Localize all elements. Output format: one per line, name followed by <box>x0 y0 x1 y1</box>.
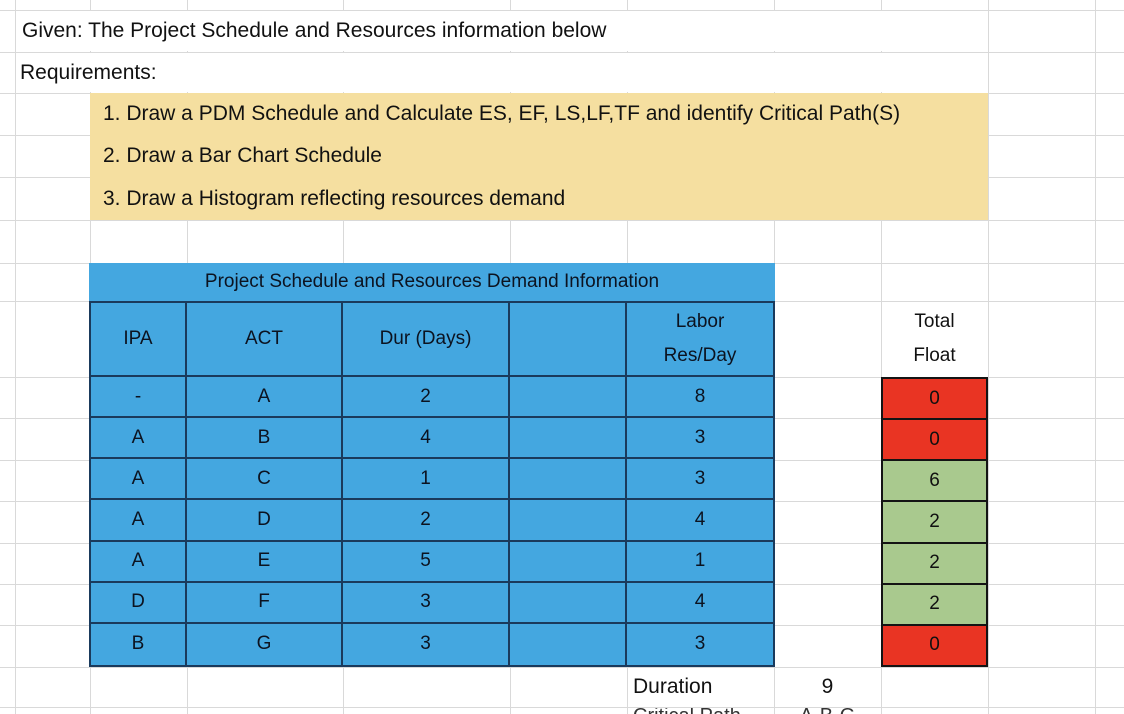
given-statement-cell[interactable]: Given: The Project Schedule and Resource… <box>22 19 607 42</box>
total-float-cell-2[interactable]: 0 <box>883 420 986 462</box>
schedule-cell-r5-c5[interactable]: 1 <box>627 541 773 583</box>
schedule-cell-r3-c4[interactable] <box>510 459 627 501</box>
requirements-label-cell[interactable]: Requirements: <box>20 60 157 84</box>
schedule-cell-r2-c1[interactable]: A <box>91 418 187 460</box>
schedule-cell-r7-c4[interactable] <box>510 623 627 665</box>
schedule-cell-r3-c3[interactable]: 1 <box>343 459 510 501</box>
gridline-horizontal <box>0 667 1124 668</box>
schedule-cell-r4-c2[interactable]: D <box>187 500 343 542</box>
total-float-cell-5[interactable]: 2 <box>883 543 986 585</box>
schedule-cell-r6-c1[interactable]: D <box>91 582 187 624</box>
header-cell-blank[interactable] <box>510 303 627 377</box>
total-float-cell-4[interactable]: 2 <box>883 502 986 544</box>
gridline-horizontal <box>0 10 1124 11</box>
requirements-highlight-block: 1. Draw a PDM Schedule and Calculate ES,… <box>90 93 988 220</box>
clipped-critical-path-row: Critical Path A-B-G <box>627 708 897 714</box>
schedule-cell-r4-c3[interactable]: 2 <box>343 500 510 542</box>
header-cell-dur-days[interactable]: Dur (Days) <box>343 303 510 377</box>
schedule-cell-r1-c5[interactable]: 8 <box>627 377 773 419</box>
schedule-cell-r3-c5[interactable]: 3 <box>627 459 773 501</box>
total-float-header-cell[interactable]: Total Float <box>913 311 956 366</box>
schedule-cell-r4-c5[interactable]: 4 <box>627 500 773 542</box>
gridline-vertical <box>1095 0 1096 714</box>
header-cell-ipa[interactable]: IPA <box>91 303 187 377</box>
header-cell-labor-res-day[interactable]: Labor Res/Day <box>627 303 773 377</box>
schedule-cell-r5-c4[interactable] <box>510 541 627 583</box>
requirement-line-1[interactable]: 1. Draw a PDM Schedule and Calculate ES,… <box>103 102 901 126</box>
schedule-cell-r6-c5[interactable]: 4 <box>627 582 773 624</box>
schedule-cell-r7-c2[interactable]: G <box>187 623 343 665</box>
schedule-cell-r3-c1[interactable]: A <box>91 459 187 501</box>
schedule-cell-r2-c5[interactable]: 3 <box>627 418 773 460</box>
schedule-cell-r6-c2[interactable]: F <box>187 582 343 624</box>
schedule-cell-r7-c3[interactable]: 3 <box>343 623 510 665</box>
critical-path-label-clipped: Critical Path <box>627 708 774 714</box>
gridline-vertical <box>881 0 882 714</box>
schedule-cell-r6-c3[interactable]: 3 <box>343 582 510 624</box>
schedule-cell-r2-c2[interactable]: B <box>187 418 343 460</box>
gridline-horizontal <box>0 707 1124 708</box>
row-cover <box>16 53 987 92</box>
schedule-cell-r1-c2[interactable]: A <box>187 377 343 419</box>
schedule-cell-r2-c3[interactable]: 4 <box>343 418 510 460</box>
duration-label-cell[interactable]: Duration <box>633 675 713 698</box>
schedule-cell-r1-c3[interactable]: 2 <box>343 377 510 419</box>
gridline-horizontal <box>0 220 1124 221</box>
gridline-horizontal <box>0 52 1124 53</box>
row-cover <box>16 11 987 51</box>
schedule-cell-r4-c4[interactable] <box>510 500 627 542</box>
schedule-cell-r7-c5[interactable]: 3 <box>627 623 773 665</box>
schedule-cell-r5-c1[interactable]: A <box>91 541 187 583</box>
gridline-vertical <box>15 0 16 714</box>
schedule-cell-r3-c2[interactable]: C <box>187 459 343 501</box>
duration-value-cell[interactable]: 9 <box>821 675 834 698</box>
schedule-cell-r2-c4[interactable] <box>510 418 627 460</box>
schedule-cell-r5-c3[interactable]: 5 <box>343 541 510 583</box>
total-float-cell-1[interactable]: 0 <box>883 379 986 421</box>
total-float-cell-7[interactable]: 0 <box>883 625 986 665</box>
requirement-line-3[interactable]: 3. Draw a Histogram reflecting resources… <box>103 186 566 210</box>
schedule-cell-r4-c1[interactable]: A <box>91 500 187 542</box>
total-float-cell-6[interactable]: 2 <box>883 584 986 626</box>
schedule-cell-r7-c1[interactable]: B <box>91 623 187 665</box>
schedule-cell-r6-c4[interactable] <box>510 582 627 624</box>
schedule-cell-r1-c4[interactable] <box>510 377 627 419</box>
gridline-vertical <box>988 0 989 714</box>
total-float-cell-3[interactable]: 6 <box>883 461 986 503</box>
schedule-cell-r5-c2[interactable]: E <box>187 541 343 583</box>
schedule-table: IPA ACT Dur (Days) Labor Res/Day - A 2 8 A B 4 3 A C 1… <box>89 301 775 667</box>
requirement-line-2[interactable]: 2. Draw a Bar Chart Schedule <box>103 144 382 168</box>
table-title-cell[interactable]: Project Schedule and Resources Demand In… <box>89 263 775 301</box>
header-cell-act[interactable]: ACT <box>187 303 343 377</box>
schedule-cell-r1-c1[interactable]: - <box>91 377 187 419</box>
critical-path-value-clipped: A-B-G <box>774 708 881 714</box>
